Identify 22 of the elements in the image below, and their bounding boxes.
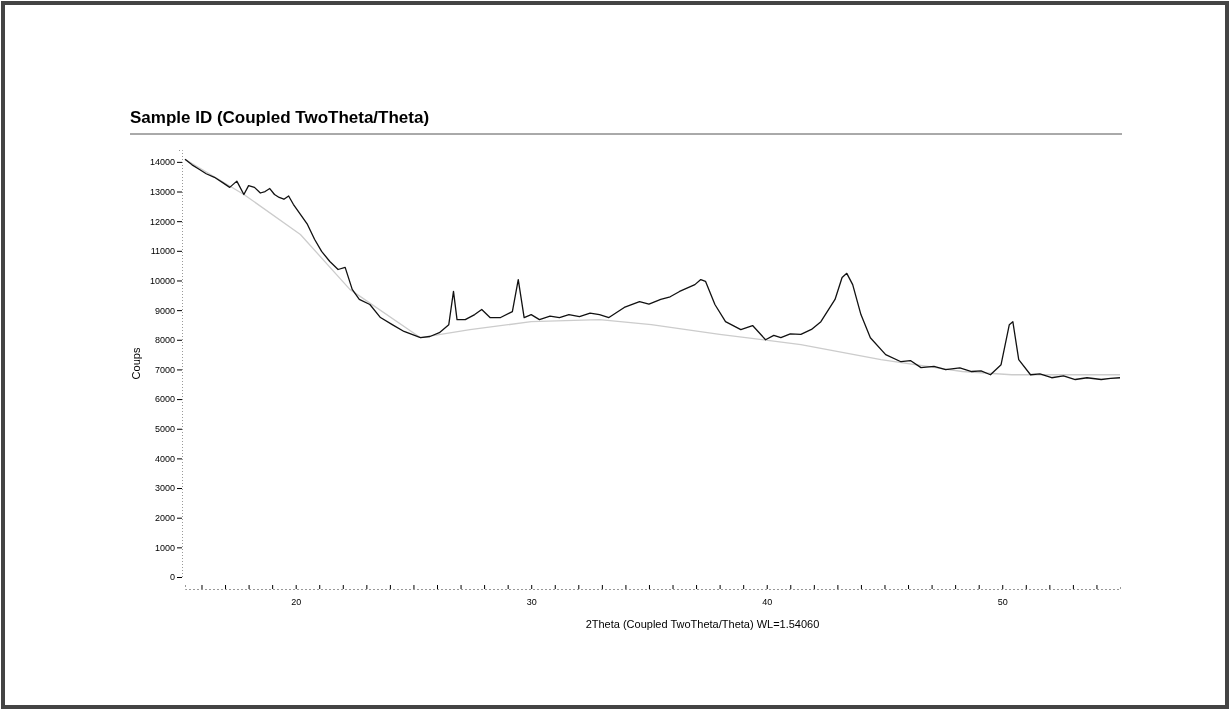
y-tick-label: 9000 xyxy=(154,305,175,316)
y-tick-label: 12000 xyxy=(149,216,175,227)
x-tick-label: 40 xyxy=(762,597,773,608)
x-axis-title: 2Theta (Coupled TwoTheta/Theta) WL=1.54060 xyxy=(585,618,820,630)
y-tick-label: 8000 xyxy=(154,335,175,346)
y-tick-label: 6000 xyxy=(154,394,175,405)
y-tick-label: 10000 xyxy=(149,275,175,286)
y-tick-label: 11000 xyxy=(150,246,175,257)
y-tick-label: 2000 xyxy=(154,513,175,524)
y-tick-label: 1000 xyxy=(154,542,175,553)
y-tick-label: 7000 xyxy=(154,364,175,375)
y-tick-label: 4000 xyxy=(154,453,175,464)
x-tick-label: 20 xyxy=(291,597,302,608)
y-tick-label: 13000 xyxy=(149,186,175,197)
y-tick-label: 14000 xyxy=(149,157,175,168)
y-tick-label: 3000 xyxy=(154,483,175,494)
x-tick-label: 50 xyxy=(997,597,1008,608)
y-tick-label: 5000 xyxy=(154,424,175,435)
chart-title: Sample ID (Coupled TwoTheta/Theta) xyxy=(130,108,430,127)
x-tick-label: 30 xyxy=(526,597,537,608)
y-axis-title: Coups xyxy=(130,347,142,380)
y-tick-label: 0 xyxy=(169,572,175,583)
